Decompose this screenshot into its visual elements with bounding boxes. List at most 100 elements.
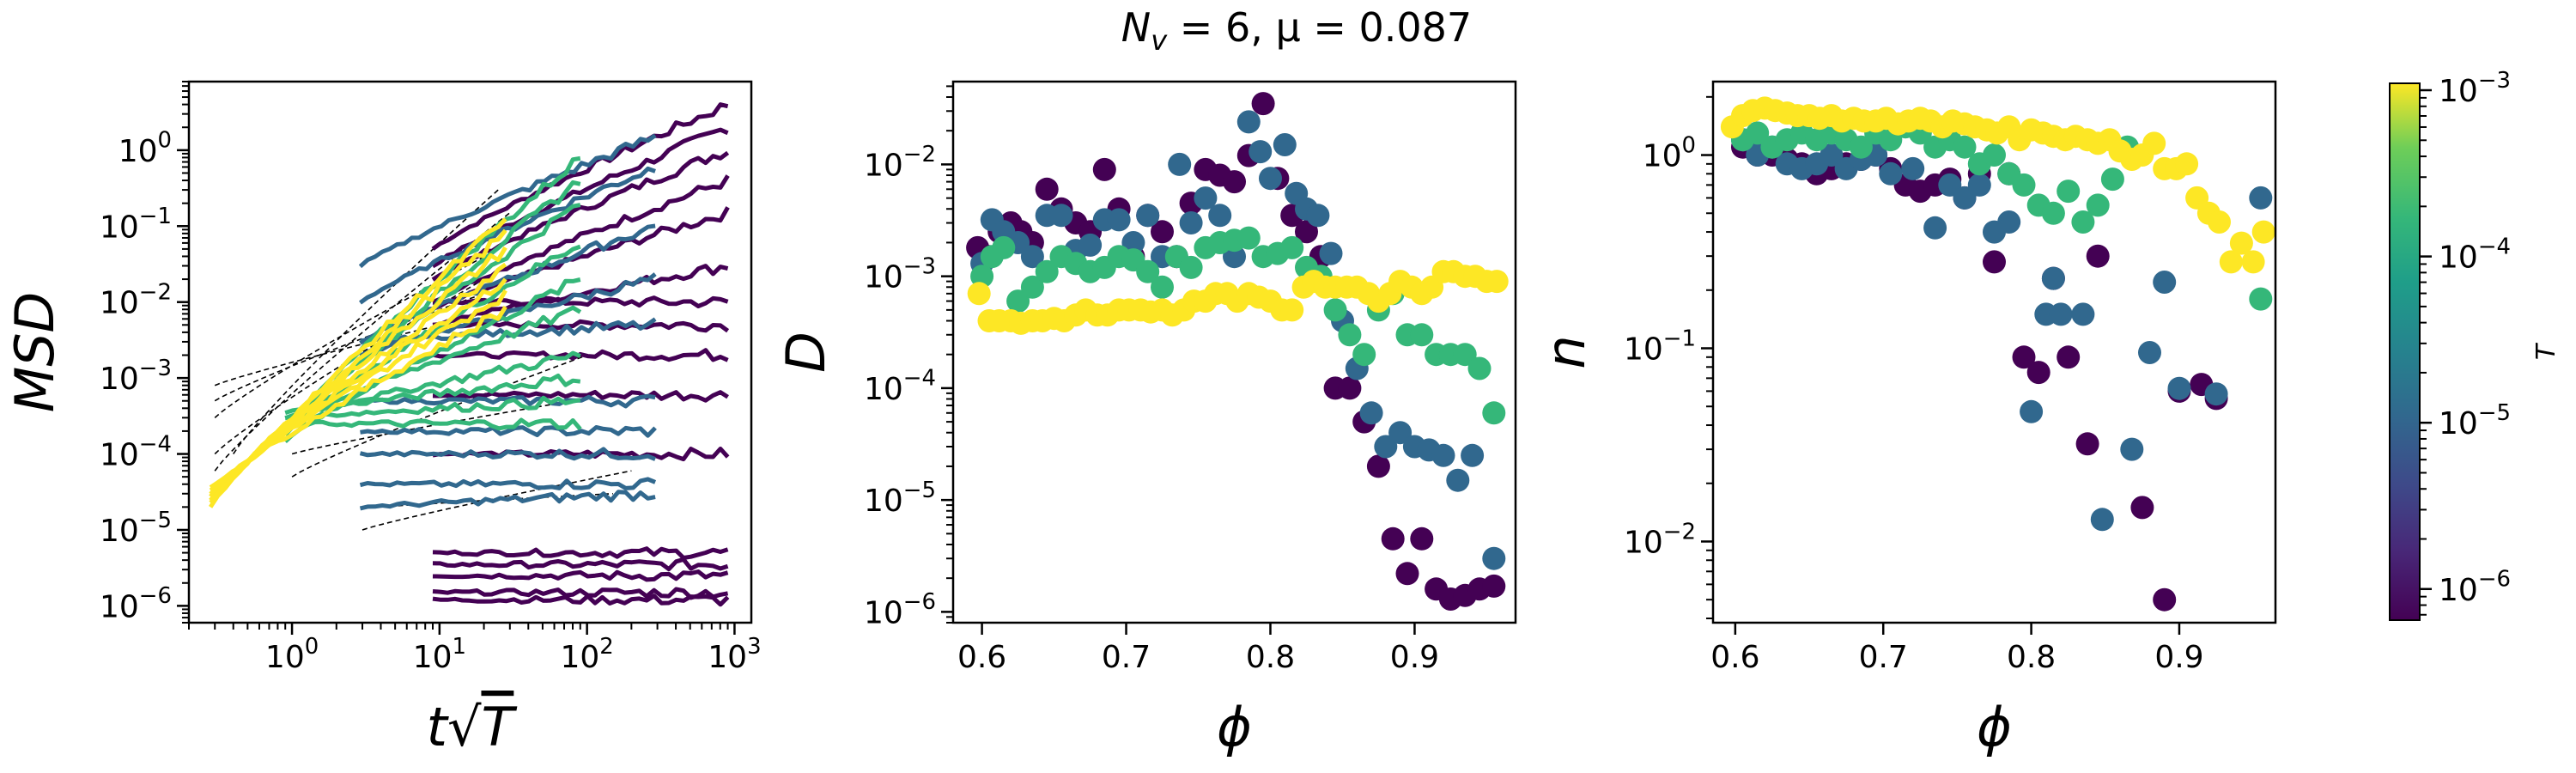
data-point xyxy=(2041,266,2065,290)
fit-line xyxy=(214,295,477,402)
title-text: = 6, μ = 0.087 xyxy=(1167,4,1472,51)
msd-curve xyxy=(432,557,729,572)
y-tick-label: 10−6 xyxy=(864,589,936,630)
y-tick-label: 10−5 xyxy=(864,478,936,519)
data-point xyxy=(1280,298,1304,322)
data-point xyxy=(1078,233,1103,257)
data-point xyxy=(1997,210,2021,234)
data-point xyxy=(1461,443,1485,467)
y-tick-label: 10−4 xyxy=(864,366,936,407)
data-point xyxy=(1352,343,1376,367)
data-point xyxy=(1374,435,1398,459)
y-tick-label: 100 xyxy=(1643,132,1696,173)
colorbar-label: T xyxy=(2531,342,2561,360)
data-point xyxy=(1901,156,1925,180)
data-point xyxy=(1280,235,1304,259)
data-point xyxy=(1359,401,1383,425)
data-point xyxy=(2020,399,2044,423)
data-point xyxy=(1136,259,1160,283)
colorbar-gradient xyxy=(2389,82,2421,621)
data-point xyxy=(2100,167,2124,192)
y-tick-label: 10−2 xyxy=(1624,519,1696,560)
colorbar: 10−6 10−5 10−4 10−3 T xyxy=(2389,68,2561,621)
msd-curve xyxy=(209,305,507,490)
x-tick-label: 103 xyxy=(708,634,761,675)
msd-curve xyxy=(284,417,582,431)
data-point xyxy=(1446,468,1470,492)
data-point xyxy=(1482,401,1506,425)
colorbar-tick-label: 10−3 xyxy=(2439,68,2511,109)
data-point xyxy=(1249,140,1273,164)
data-point xyxy=(1366,454,1390,478)
data-point xyxy=(1879,161,1903,186)
x-tick-label: 0.8 xyxy=(1246,640,1295,675)
data-point xyxy=(1020,275,1044,299)
msd-curve xyxy=(285,395,581,421)
msd-curve xyxy=(432,587,729,600)
data-point xyxy=(1223,245,1246,269)
msd-curve xyxy=(359,393,656,409)
y-axis-label: n xyxy=(1534,335,1597,368)
data-point xyxy=(2012,173,2036,197)
data-point xyxy=(1431,443,1455,467)
msd-curve xyxy=(360,425,657,438)
msd-curve xyxy=(359,447,657,461)
msd-plot-area xyxy=(209,102,730,607)
fit-line xyxy=(214,318,466,386)
data-point xyxy=(1259,167,1282,191)
data-point xyxy=(1179,211,1203,234)
data-point xyxy=(2071,302,2095,326)
x-tick-label: 0.6 xyxy=(1710,640,1759,675)
x-tick-label: 100 xyxy=(265,634,319,675)
figure-title: Nv = 6, μ = 0.087 xyxy=(1121,4,1472,57)
data-point xyxy=(1820,143,1844,167)
msd-curve xyxy=(283,305,582,426)
msd-series-T-1e-4 xyxy=(283,155,582,444)
D-series-T-1e-6 xyxy=(966,92,1506,611)
data-point xyxy=(2041,201,2065,225)
msd-curve xyxy=(431,150,730,282)
data-point xyxy=(1388,421,1413,445)
msd-curve xyxy=(359,477,657,490)
data-point xyxy=(2204,382,2228,406)
data-point xyxy=(2057,345,2081,369)
data-point xyxy=(2167,376,2191,400)
data-point xyxy=(1923,216,1947,240)
data-point xyxy=(1410,323,1434,347)
n-series-T-1e-4 xyxy=(1731,115,2273,311)
data-point xyxy=(1236,226,1261,250)
data-point xyxy=(1306,204,1330,228)
data-point xyxy=(2249,287,2273,311)
fit-line xyxy=(291,354,587,478)
msd-curve xyxy=(431,102,729,251)
x-tick-label: 0.6 xyxy=(957,640,1006,675)
y-tick-label: 10−2 xyxy=(100,279,172,320)
fit-line xyxy=(291,399,574,455)
msd-curve xyxy=(209,277,507,496)
data-point xyxy=(992,235,1016,259)
colorbar-tick-label: 10−5 xyxy=(2439,400,2511,441)
msd-series-T-1e-3 xyxy=(209,217,507,508)
n-plot-area xyxy=(1720,96,2275,612)
data-point xyxy=(2075,432,2099,456)
msd-curve xyxy=(432,295,729,308)
exponent-panel: 0.6 0.7 0.8 0.9 10−2 10−1 100 ϕ n xyxy=(1534,80,2277,758)
data-point xyxy=(2120,437,2144,461)
data-point xyxy=(2012,345,2036,369)
data-point xyxy=(1092,157,1116,181)
data-point xyxy=(2130,496,2154,520)
data-point xyxy=(1151,220,1174,244)
data-point xyxy=(1983,250,2006,274)
data-point xyxy=(1395,562,1419,586)
x-tick-label: 0.9 xyxy=(1390,640,1439,675)
data-point xyxy=(1179,255,1203,279)
data-point xyxy=(967,282,991,306)
data-point xyxy=(2153,271,2177,294)
msd-curve xyxy=(359,166,656,305)
data-point xyxy=(1251,92,1275,116)
msd-curve xyxy=(358,133,657,269)
msd-curve xyxy=(432,546,729,560)
data-point xyxy=(2086,193,2110,217)
data-point xyxy=(2142,131,2166,155)
D-plot-area xyxy=(966,92,1509,611)
